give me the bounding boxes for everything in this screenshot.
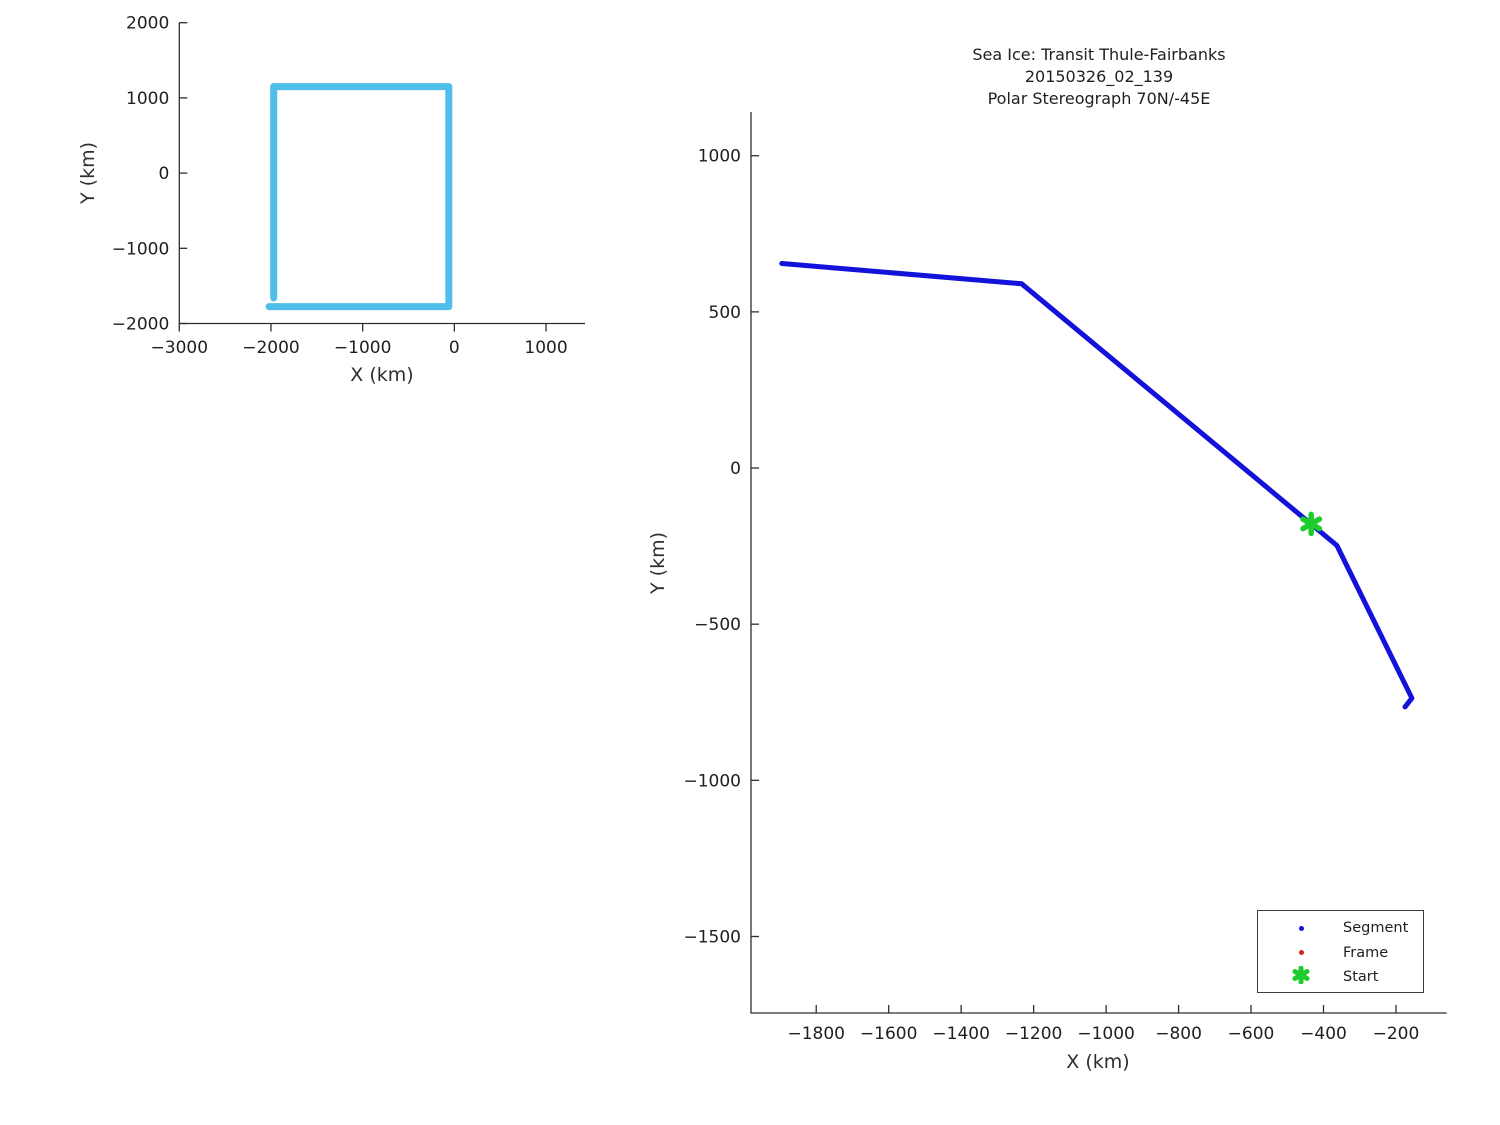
x-tick-label: −2000 [242, 338, 300, 358]
start-marker-asterisk [1300, 511, 1323, 537]
y-tick-label: 0 [730, 459, 741, 479]
title-line-3: Polar Stereograph 70N/-45E [987, 89, 1211, 108]
y-tick-label: 2000 [126, 14, 169, 34]
y-tick-label: 1000 [698, 147, 741, 167]
y-tick-label: −500 [694, 615, 741, 635]
y-tick-label: −1000 [683, 771, 741, 791]
right-plot-xlabel: X (km) [1066, 1051, 1130, 1073]
legend: Segment Frame Start [1257, 910, 1424, 993]
title-line-2: 20150326_02_139 [1024, 67, 1174, 86]
x-tick-label: 1000 [524, 338, 567, 358]
x-tick-label: −1000 [1077, 1024, 1135, 1044]
right-plot-ylabel: Y (km) [647, 532, 669, 594]
x-tick-label: −1000 [334, 338, 392, 358]
x-tick-label: −800 [1155, 1024, 1202, 1044]
x-tick-label: −1400 [932, 1024, 990, 1044]
y-tick-label: 500 [709, 303, 741, 323]
left-plot-ylabel: Y (km) [77, 142, 99, 204]
y-tick-label: −1500 [683, 927, 741, 947]
legend-entry-segment: Segment [1258, 916, 1423, 941]
right-plot: −1800 −1600 −1400 −1200 −1000 −800 −600 −400 −20… [683, 112, 1447, 1044]
right-plot-title: Sea Ice: Transit Thule-Fairbanks 2015032… [751, 44, 1447, 110]
frame-dot-icon [1298, 950, 1304, 956]
y-tick-label: 0 [158, 164, 169, 184]
legend-entry-start: Start [1258, 965, 1423, 990]
series-segment [779, 261, 1415, 710]
x-tick-label: −1600 [860, 1024, 918, 1044]
title-line-1: Sea Ice: Transit Thule-Fairbanks [972, 45, 1226, 64]
y-tick-label: −1000 [112, 239, 170, 259]
legend-entry-frame: Frame [1258, 941, 1423, 966]
legend-label-start: Start [1343, 969, 1379, 986]
start-asterisk-icon [1292, 965, 1310, 988]
x-tick-label: −400 [1300, 1024, 1347, 1044]
segment-dot-icon [1298, 925, 1304, 931]
y-tick-label: −2000 [112, 315, 170, 335]
x-tick-label: −1200 [1005, 1024, 1063, 1044]
left-plot-xlabel: X (km) [350, 364, 414, 386]
x-tick-label: −200 [1373, 1024, 1420, 1044]
x-tick-label: −3000 [151, 338, 209, 358]
left-plot: −3000 −2000 −1000 0 1000 2000 1000 0 −1000 −2000 [112, 14, 585, 358]
series-coverage-outline [265, 83, 453, 311]
x-tick-label: −600 [1228, 1024, 1275, 1044]
x-tick-label: 0 [449, 338, 460, 358]
legend-label-frame: Frame [1343, 944, 1389, 961]
start-marker-asterisk [1292, 965, 1310, 985]
x-tick-label: −1800 [787, 1024, 845, 1044]
y-tick-label: 1000 [126, 89, 169, 109]
legend-label-segment: Segment [1343, 920, 1409, 937]
